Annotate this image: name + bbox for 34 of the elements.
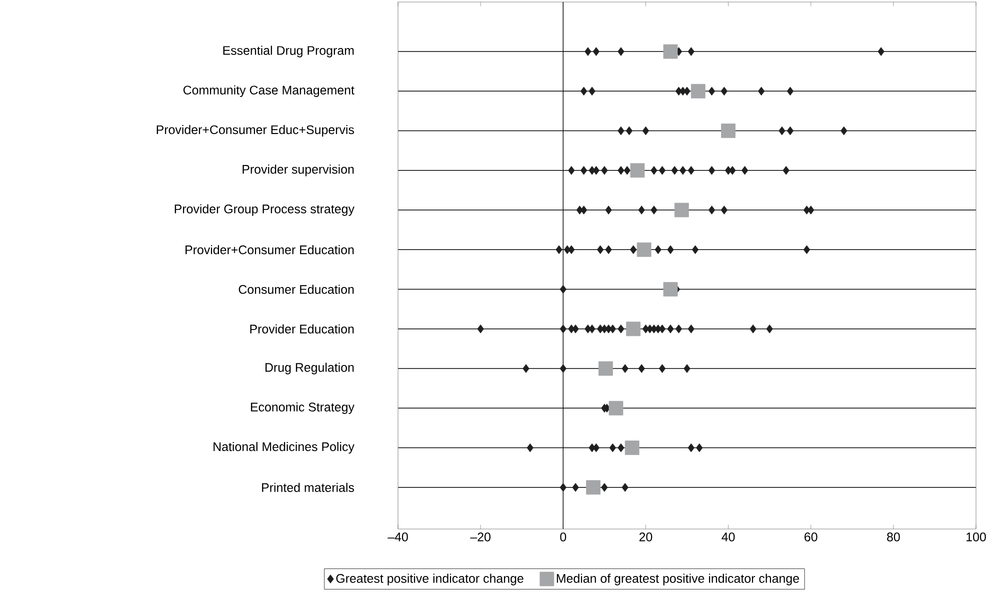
point xyxy=(674,202,689,218)
y-tick-label: Provider supervision xyxy=(242,164,354,176)
legend-label: Greatest positive indicator change xyxy=(336,574,524,586)
x-tick-label: 0 xyxy=(560,532,566,542)
y-tick-label: Consumer Education xyxy=(238,284,354,294)
y-tick-label: Provider Education xyxy=(250,324,354,334)
x-tick-label: 20 xyxy=(639,532,652,542)
point xyxy=(690,84,706,98)
point xyxy=(630,163,645,178)
y-tick-label: Drug Regulation xyxy=(266,362,354,374)
y-tick-label: Provider Group Process strategy xyxy=(174,204,354,216)
point xyxy=(663,282,678,296)
x-tick-label: 60 xyxy=(804,532,818,542)
y-tick-label: Printed materials xyxy=(262,482,354,492)
point xyxy=(586,480,600,495)
y-tick-label: Provider+Consumer Education xyxy=(186,245,354,254)
y-tick-label: Provider+Consumer Educ+Supervis xyxy=(156,124,354,137)
point xyxy=(721,124,736,138)
y-tick-label: Essential Drug Program xyxy=(223,46,354,58)
x-tick-label: –20 xyxy=(470,532,490,542)
point xyxy=(624,440,640,455)
x-tick-label: 100 xyxy=(966,532,986,542)
x-tick-label: 40 xyxy=(722,532,735,542)
point xyxy=(663,44,678,59)
point xyxy=(608,400,624,416)
point xyxy=(636,242,652,257)
x-tick-label: –40 xyxy=(388,532,408,542)
point xyxy=(598,361,613,376)
x-tick-label: 80 xyxy=(887,532,900,542)
y-tick-label: Economic Strategy xyxy=(250,402,354,414)
y-tick-label: Community Case Management xyxy=(183,85,354,97)
y-tick-label: National Medicines Policy xyxy=(214,442,354,454)
legend-label: Median of greatest positive indicator change xyxy=(556,574,799,586)
point xyxy=(626,322,641,336)
